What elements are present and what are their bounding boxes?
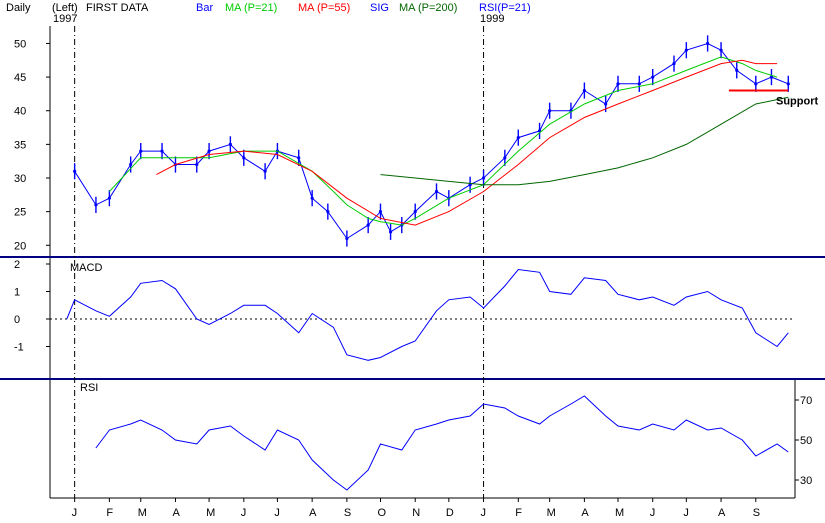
price-y-tick: 45 [14, 72, 26, 84]
month-label: M [615, 507, 624, 519]
month-label: O [377, 507, 386, 519]
series-ma-p-200 [380, 96, 789, 186]
year-marker-label: 1999 [480, 13, 504, 25]
price-macd-separator [0, 256, 825, 258]
data-name-label: FIRST DATA [86, 2, 149, 14]
chart-grid [74, 26, 485, 498]
price-y-tick: 25 [14, 207, 26, 219]
month-label: A [172, 507, 180, 519]
period-label: Daily [6, 2, 31, 14]
month-label: J [241, 507, 247, 519]
support-label: Support [776, 96, 818, 108]
month-label: S [753, 507, 760, 519]
price-y-tick: 50 [14, 38, 26, 50]
rsi-y-tick: 70 [800, 395, 812, 407]
month-label: J [274, 507, 280, 519]
month-label: J [72, 507, 78, 519]
series-ma-p-55 [156, 59, 778, 226]
month-label: A [581, 507, 589, 519]
price-y-tick: 20 [14, 240, 26, 252]
month-label: A [309, 507, 317, 519]
month-label: N [412, 507, 420, 519]
macd-title: MACD [70, 262, 102, 274]
price-y-tick: 35 [14, 139, 26, 151]
series-ma-p-21 [109, 56, 778, 226]
macd-y-tick: 1 [14, 287, 20, 299]
month-label: M [206, 507, 215, 519]
macd-rsi-separator [0, 378, 825, 380]
price-y-tick: 30 [14, 173, 26, 185]
legend-sig: SIG [370, 2, 389, 14]
macd-y-tick: 2 [14, 259, 20, 271]
month-label: J [650, 507, 656, 519]
month-label: M [547, 507, 556, 519]
month-label: F [106, 507, 113, 519]
legend-ma21: MA (P=21) [225, 2, 277, 14]
series-macd [66, 268, 789, 361]
price-panel: 20 25 30 35 40 45 50 Support [14, 35, 818, 252]
series-bar [74, 42, 789, 240]
rsi-panel: 30 50 70 [95, 395, 812, 491]
price-y-tick: 40 [14, 106, 26, 118]
rsi-y-tick: 30 [800, 475, 812, 487]
month-label: J [683, 507, 689, 519]
macd-panel: -1 0 1 2 [14, 259, 795, 361]
legend-rsi: RSI(P=21) [479, 2, 531, 14]
macd-y-tick: -1 [14, 342, 24, 354]
macd-y-tick: 0 [14, 314, 20, 326]
rsi-y-tick: 50 [800, 435, 812, 447]
month-label: S [344, 507, 351, 519]
month-label: M [138, 507, 147, 519]
legend-bar: Bar [196, 2, 213, 14]
month-label: J [481, 507, 487, 519]
month-label: D [446, 507, 454, 519]
month-label: F [515, 507, 522, 519]
legend-ma55: MA (P=55) [298, 2, 350, 14]
legend-ma200: MA (P=200) [399, 2, 457, 14]
scale-label: (Left) [52, 2, 78, 14]
series-rsi [95, 395, 789, 491]
rsi-title: RSI [80, 382, 98, 394]
start-year-label: 1997 [53, 13, 77, 25]
month-label: A [718, 507, 726, 519]
